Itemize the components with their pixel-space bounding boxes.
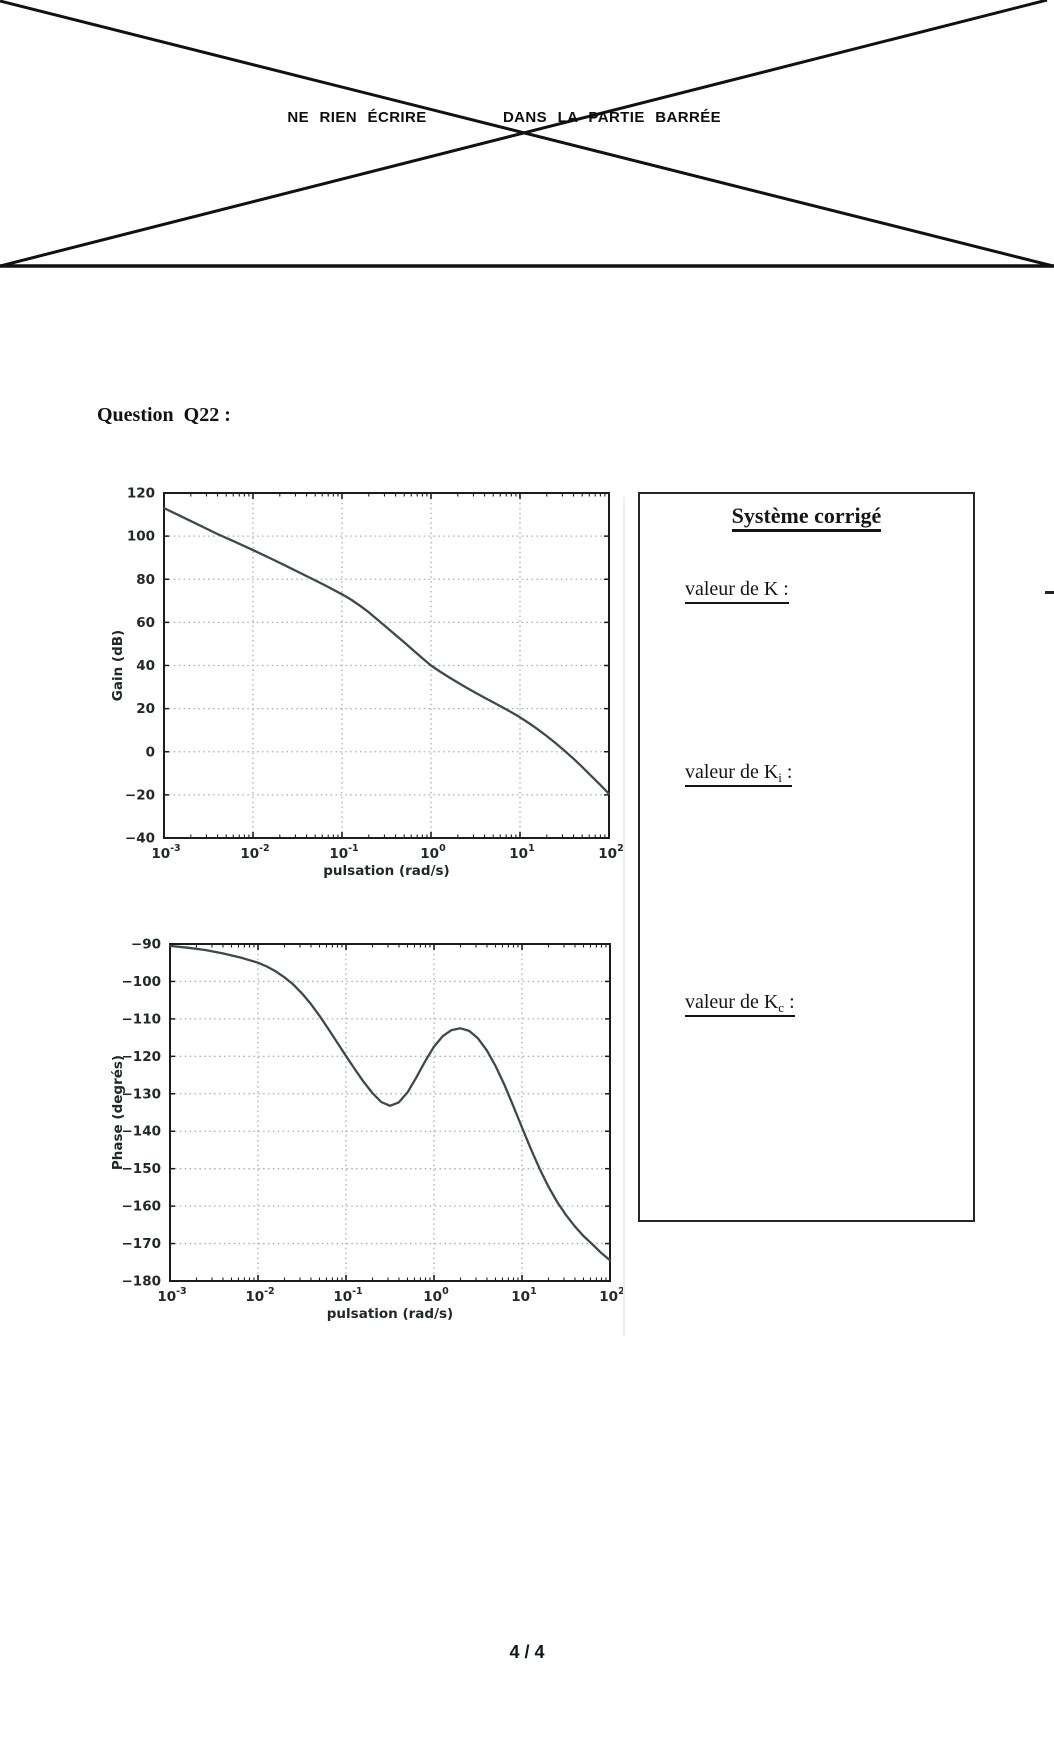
x-tick-label: 10-3 (151, 843, 180, 862)
x-tick-label: 101 (509, 843, 534, 862)
y-tick-label: −150 (122, 1161, 162, 1177)
y-tick-label: 0 (146, 744, 155, 760)
y-tick-label: 20 (136, 701, 155, 717)
x-tick-label: 10-3 (157, 1286, 186, 1305)
x-tick-label: 10-2 (245, 1286, 274, 1305)
phase-bode-chart: −90−100−110−120−130−140−150−160−170−1801… (110, 937, 625, 1323)
field-Ki-pre: valeur de K (685, 761, 779, 783)
field-Kc-post: : (784, 991, 795, 1013)
field-Ki-post: : (781, 761, 793, 783)
x-tick-label: 10-1 (333, 1286, 362, 1305)
field-Ki-sub: i (778, 770, 782, 785)
x-tick-label: 101 (511, 1286, 536, 1305)
x-tick-label: 102 (598, 843, 623, 862)
y-tick-label: 80 (136, 572, 155, 588)
x-tick-label: 102 (599, 1286, 624, 1305)
answer-field-K-label: valeur de K : (685, 578, 789, 604)
y-tick-label: −140 (122, 1124, 162, 1140)
barred-area (0, 0, 1054, 268)
y-tick-label: 100 (127, 529, 155, 545)
answer-field-Kc: valeur de Kc : (655, 968, 795, 1037)
scan-artifact-dash (1045, 591, 1054, 594)
field-K-pre: valeur de K (685, 578, 779, 600)
bode-curve (168, 944, 612, 1262)
answer-box-title-text: Système corrigé (731, 503, 882, 532)
answer-field-K: valeur de K : (655, 555, 789, 624)
y-tick-label: −180 (122, 1274, 162, 1290)
barred-diagonal-up (0, 0, 1048, 268)
answer-box: Système corrigé valeur de K : valeur de … (638, 492, 975, 1222)
x-tick-label: 100 (423, 1286, 449, 1305)
y-axis-label: Gain (dB) (110, 630, 126, 701)
header-warning-right: DANS LA PARTIE BARRÉE (502, 109, 722, 126)
y-tick-label: 40 (136, 658, 155, 674)
answer-box-title: Système corrigé (640, 503, 973, 532)
y-tick-label: −160 (122, 1199, 162, 1215)
x-tick-label: 10-2 (240, 843, 269, 862)
field-Kc-pre: valeur de K (685, 991, 779, 1013)
field-K-post: : (778, 578, 789, 600)
field-Kc-sub: c (778, 1000, 785, 1015)
y-tick-label: −170 (122, 1236, 162, 1252)
scan-seam-line (623, 497, 625, 1337)
y-tick-label: −100 (122, 974, 162, 990)
y-tick-label: −110 (122, 1011, 162, 1027)
answer-field-Kc-label: valeur de Kc : (685, 991, 795, 1017)
y-axis-label: Phase (degrés) (110, 1055, 126, 1170)
y-tick-label: −40 (125, 831, 155, 847)
x-tick-label: 100 (420, 843, 446, 862)
x-axis-label: pulsation (rad/s) (323, 863, 449, 879)
header-warning-left: NE RIEN ÉCRIRE (287, 109, 427, 126)
page-number: 4 / 4 (509, 1642, 545, 1662)
plot-frame (169, 943, 611, 1282)
y-tick-label: 120 (127, 486, 155, 502)
bode-curve (162, 506, 611, 795)
question-label: Question Q22 : (97, 404, 231, 426)
y-tick-label: 60 (136, 615, 155, 631)
y-tick-label: −130 (122, 1086, 162, 1102)
x-axis-label: pulsation (rad/s) (327, 1306, 453, 1322)
y-tick-label: −20 (125, 787, 155, 803)
x-tick-label: 10-1 (329, 843, 358, 862)
answer-field-Ki-label: valeur de Ki : (685, 761, 793, 787)
answer-field-Ki: valeur de Ki : (655, 738, 793, 807)
y-tick-label: −90 (131, 937, 161, 953)
y-tick-label: −120 (122, 1049, 162, 1065)
